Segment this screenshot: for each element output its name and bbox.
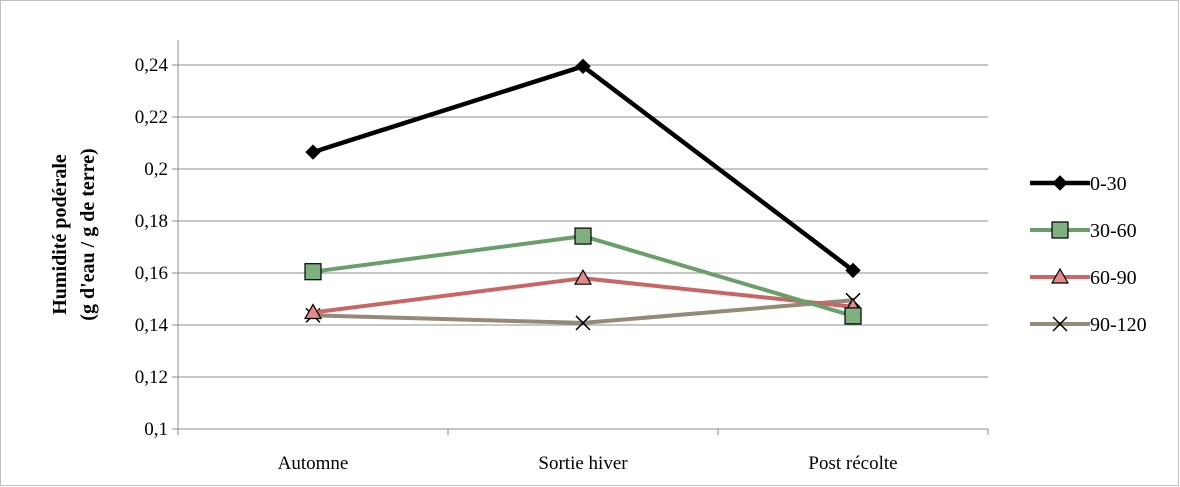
data-point-marker: [574, 227, 592, 245]
legend-label: 30-60: [1090, 220, 1137, 242]
x-tick-label: Sortie hiver: [538, 453, 628, 474]
legend-label: 0-30: [1090, 173, 1127, 195]
y-tick-label: 0,24: [135, 55, 169, 76]
y-tick-label: 0,18: [135, 211, 168, 232]
y-axis-title-line: (g d'eau / g de terre): [77, 148, 99, 320]
y-tick-labels: 0,1 0,12 0,14 0,16 0,18 0,2 0,22 0,24: [135, 55, 169, 440]
y-axis-title: Humidité podérale (g d'eau / g de terre): [49, 148, 99, 320]
y-tick-label: 0,22: [135, 107, 168, 128]
data-point-marker: [305, 144, 321, 160]
data-point-marker: [1051, 221, 1069, 239]
legend: 0-30 30-60 60-90 90-120: [1030, 173, 1147, 336]
series-group: [303, 58, 863, 331]
data-point-marker: [844, 307, 862, 325]
y-tick-label: 0,1: [144, 419, 168, 440]
legend-label: 90-120: [1090, 314, 1147, 336]
gridlines: [178, 64, 988, 378]
data-point-marker: [1052, 316, 1068, 332]
data-point-marker: [575, 58, 591, 75]
data-point-marker: [1052, 175, 1068, 191]
series-0-30: [305, 58, 861, 279]
data-point-marker: [1050, 267, 1070, 284]
data-point-marker: [303, 303, 323, 320]
legend-item-30-60: 30-60: [1030, 220, 1137, 242]
legend-item-0-30: 0-30: [1030, 173, 1127, 195]
data-point-marker: [304, 263, 322, 281]
y-tick-label: 0,16: [135, 263, 168, 284]
x-tick-label: Automne: [278, 453, 349, 474]
marker-stroke: [1052, 316, 1068, 332]
y-tick-label: 0,2: [144, 159, 168, 180]
y-tick-label: 0,14: [135, 315, 169, 336]
legend-item-90-120: 90-120: [1030, 314, 1147, 336]
marker-stroke: [575, 315, 591, 331]
series-90-120: [305, 292, 861, 331]
legend-label: 60-90: [1090, 267, 1137, 289]
y-axis-title-line: Humidité podérale: [49, 154, 71, 315]
axes: [172, 40, 989, 435]
data-point-marker: [573, 268, 593, 285]
series-30-60: [304, 227, 862, 325]
x-tick-label: Post récolte: [808, 453, 897, 474]
legend-item-60-90: 60-90: [1030, 267, 1137, 289]
data-point-marker: [845, 262, 861, 279]
data-point-marker: [575, 315, 591, 331]
y-tick-label: 0,12: [135, 367, 168, 388]
x-tick-labels: Automne Sortie hiver Post récolte: [278, 453, 898, 474]
